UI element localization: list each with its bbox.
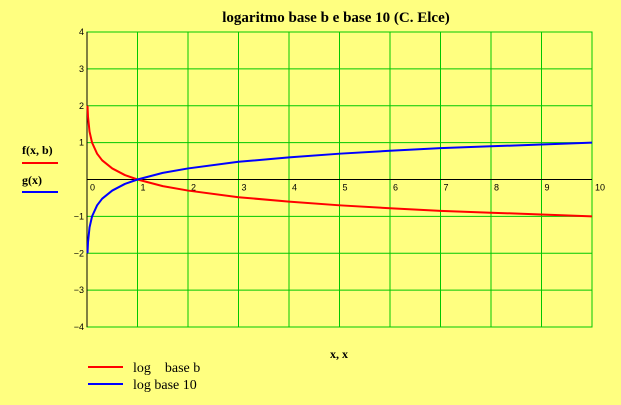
x-tick-label: 9 [545,183,550,193]
legend-label-base-b: log base b [133,361,200,376]
series-line-0 [86,105,593,218]
x-tick-label: 0 [90,183,95,193]
y-tick-label: 3 [79,64,84,74]
y-tick-label: 2 [79,101,84,111]
y-tick-label: 1 [79,138,84,148]
x-tick-label: 4 [292,183,297,193]
series-label-f: f(x, b) [22,143,58,164]
series-label-f-text: f(x, b) [22,143,53,157]
axes [86,32,592,327]
x-axis-label: x, x [330,347,348,361]
series-line-1 [86,141,593,254]
chart-title: logaritmo base b e base 10 (C. Elce) [222,10,449,26]
y-tick-label: −1 [74,211,84,221]
legend: log base b log base 10 [88,361,200,393]
x-tick-label: 10 [595,183,605,193]
x-tick-label: 3 [242,183,247,193]
x-tick-label: 6 [393,183,398,193]
legend-label-base-10: log base 10 [133,378,197,393]
y-tick-label: 4 [79,27,84,37]
y-tick-label: −2 [74,248,84,258]
tick-labels: 0 1 2 3 4 5 6 7 8 9 10 4 3 2 1 −1 −2 −3 −4 [74,27,605,332]
x-tick-label: 5 [343,183,348,193]
x-tick-label: 7 [444,183,449,193]
series-label-g-text: g(x) [22,173,42,187]
y-tick-label: −3 [74,285,84,295]
x-tick-label: 8 [494,183,499,193]
x-tick-label: 2 [191,183,196,193]
series [86,105,593,254]
y-tick-label: −4 [74,322,84,332]
x-tick-label: 1 [141,183,146,193]
series-label-g: g(x) [22,173,58,193]
